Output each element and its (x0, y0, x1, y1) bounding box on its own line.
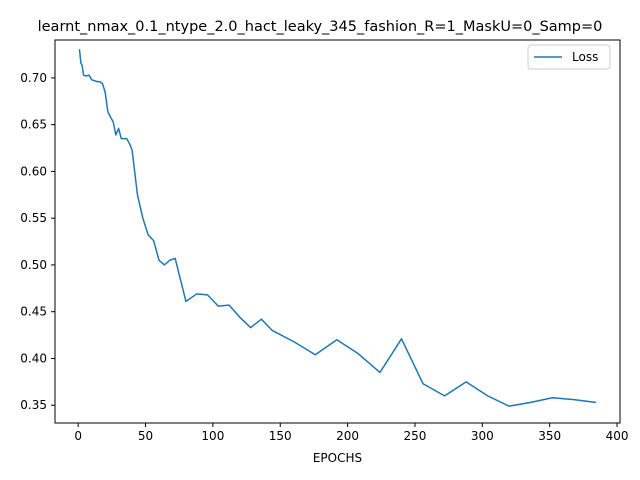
x-tick-label: 50 (138, 429, 153, 443)
y-tick-label: 0.50 (20, 258, 47, 272)
x-tick-label: 250 (404, 429, 427, 443)
axes-frame (54, 39, 621, 424)
x-tick-label: 0 (74, 429, 82, 443)
series-line-loss (78, 49, 597, 407)
x-tick-label: 400 (606, 429, 629, 443)
y-tick-label: 0.60 (20, 164, 47, 178)
x-tick-label: 100 (201, 429, 224, 443)
y-tick-label: 0.35 (20, 398, 47, 412)
y-tick-label: 0.55 (20, 211, 47, 225)
y-axis: 0.35 0.40 0.45 0.50 0.55 0.60 0.65 0.70 (20, 71, 55, 412)
x-tick-label: 200 (336, 429, 359, 443)
y-tick-label: 0.70 (20, 71, 47, 85)
legend: Loss (527, 44, 611, 70)
x-tick-label: 150 (269, 429, 292, 443)
x-axis-label: EPOCHS (313, 451, 362, 465)
legend-label-loss: Loss (572, 50, 598, 64)
x-tick-label: 300 (471, 429, 494, 443)
y-tick-label: 0.65 (20, 118, 47, 132)
legend-box (527, 44, 611, 70)
y-tick-label: 0.45 (20, 305, 47, 319)
x-axis: 0 50 100 150 200 250 300 350 400 (74, 423, 628, 443)
x-tick-label: 350 (538, 429, 561, 443)
chart-title: learnt_nmax_0.1_ntype_2.0_hact_leaky_345… (38, 19, 603, 35)
y-tick-label: 0.40 (20, 351, 47, 365)
plot-area (78, 49, 597, 407)
